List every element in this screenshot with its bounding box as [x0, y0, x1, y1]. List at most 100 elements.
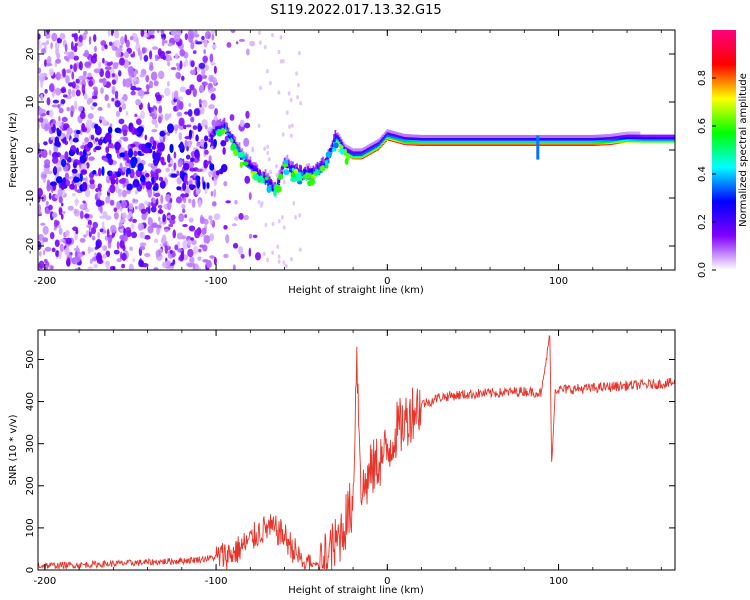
- ridge-segment: [594, 143, 597, 146]
- noise-speckle: [149, 80, 154, 89]
- ridge-segment: [497, 145, 500, 146]
- ridge-segment: [498, 144, 501, 146]
- noise-speckle: [79, 210, 84, 220]
- ridge-segment: [501, 144, 504, 146]
- colorbar-tick-label: 0.6: [697, 118, 708, 134]
- ridge-segment: [294, 163, 297, 173]
- ridge-segment: [649, 139, 652, 143]
- ridge-segment: [448, 145, 450, 146]
- ridge-segment: [387, 137, 390, 141]
- ridge-segment: [382, 143, 385, 145]
- noise-speckle: [83, 93, 88, 100]
- noise-speckle: [181, 75, 185, 81]
- noise-speckle: [97, 231, 100, 239]
- ridge-segment: [544, 144, 546, 146]
- ridge-segment: [224, 127, 227, 130]
- ridge-segment: [549, 144, 552, 146]
- ridge-segment: [655, 140, 657, 143]
- ridge-segment: [302, 176, 305, 180]
- noise-speckle: [298, 213, 302, 218]
- ridge-segment: [504, 144, 507, 146]
- ridge-segment: [349, 157, 352, 158]
- ridge-segment: [378, 146, 381, 150]
- noise-speckle: [176, 177, 182, 185]
- noise-speckle: [130, 90, 136, 96]
- ridge-segment: [397, 142, 400, 144]
- ridge-blob: [319, 165, 326, 172]
- noise-speckle: [184, 214, 188, 219]
- noise-speckle: [245, 48, 250, 56]
- noise-speckle: [59, 33, 66, 40]
- noise-speckle: [289, 97, 293, 103]
- noise-blob: [64, 151, 69, 161]
- ridge-segment: [541, 142, 544, 146]
- ridge-segment: [427, 144, 430, 146]
- ridge-segment: [653, 139, 656, 143]
- noise-speckle: [210, 190, 214, 197]
- ridge-segment: [533, 144, 535, 146]
- noise-speckle: [169, 219, 176, 225]
- noise-blob: [176, 186, 182, 191]
- noise-speckle: [197, 256, 202, 261]
- ridge-segment: [526, 144, 529, 146]
- noise-speckle: [75, 89, 81, 97]
- noise-speckle: [151, 118, 158, 125]
- noise-speckle: [158, 70, 165, 80]
- ridge-segment: [356, 158, 359, 160]
- noise-blob: [145, 172, 150, 178]
- ridge-segment: [475, 144, 478, 146]
- ridge-segment: [349, 156, 352, 158]
- noise-speckle: [170, 214, 176, 221]
- ridge-segment: [467, 142, 470, 146]
- noise-blob: [206, 182, 210, 189]
- noise-speckle: [84, 30, 89, 35]
- noise-speckle: [239, 119, 245, 127]
- noise-blob: [204, 135, 209, 142]
- ridge-segment: [365, 154, 368, 157]
- noise-speckle: [88, 230, 92, 238]
- noise-speckle: [139, 245, 146, 251]
- ridge-segment: [431, 142, 434, 146]
- ridge-segment: [512, 142, 515, 146]
- ridge-segment: [668, 140, 671, 143]
- ridge-segment: [670, 140, 672, 143]
- ridge-segment: [408, 143, 411, 146]
- ridge-segment: [481, 145, 483, 146]
- noise-speckle: [125, 39, 130, 48]
- noise-speckle: [48, 192, 52, 200]
- ridge-segment: [631, 139, 634, 143]
- noise-speckle: [69, 138, 73, 146]
- snr-y-tick-label: 300: [25, 434, 36, 453]
- ridge-segment: [463, 145, 466, 146]
- noise-speckle: [56, 152, 62, 158]
- ridge-blob: [233, 148, 239, 157]
- noise-speckle: [87, 113, 94, 120]
- ridge-segment: [531, 145, 534, 146]
- noise-speckle: [132, 218, 137, 223]
- noise-speckle: [243, 214, 249, 221]
- noise-speckle: [206, 260, 212, 268]
- noise-speckle: [61, 202, 64, 207]
- noise-speckle: [41, 149, 48, 159]
- ridge-segment: [578, 144, 581, 146]
- ridge-segment: [613, 142, 616, 145]
- ridge-segment: [375, 150, 378, 152]
- noise-blob: [188, 184, 196, 190]
- noise-speckle: [90, 55, 98, 64]
- noise-speckle: [234, 216, 239, 221]
- noise-speckle: [53, 144, 59, 154]
- noise-speckle: [182, 240, 189, 250]
- noise-speckle: [145, 84, 151, 90]
- noise-blob: [75, 130, 81, 135]
- ridge-segment: [382, 141, 385, 145]
- noise-speckle: [168, 223, 174, 228]
- noise-speckle: [175, 71, 181, 79]
- ridge-segment: [392, 138, 394, 142]
- ridge-segment: [456, 142, 459, 146]
- ridge-segment: [418, 144, 420, 146]
- ridge-segment: [290, 164, 293, 169]
- ridge-segment: [448, 142, 450, 146]
- noise-speckle: [73, 45, 78, 53]
- noise-speckle: [121, 212, 127, 219]
- ridge-segment: [628, 141, 631, 143]
